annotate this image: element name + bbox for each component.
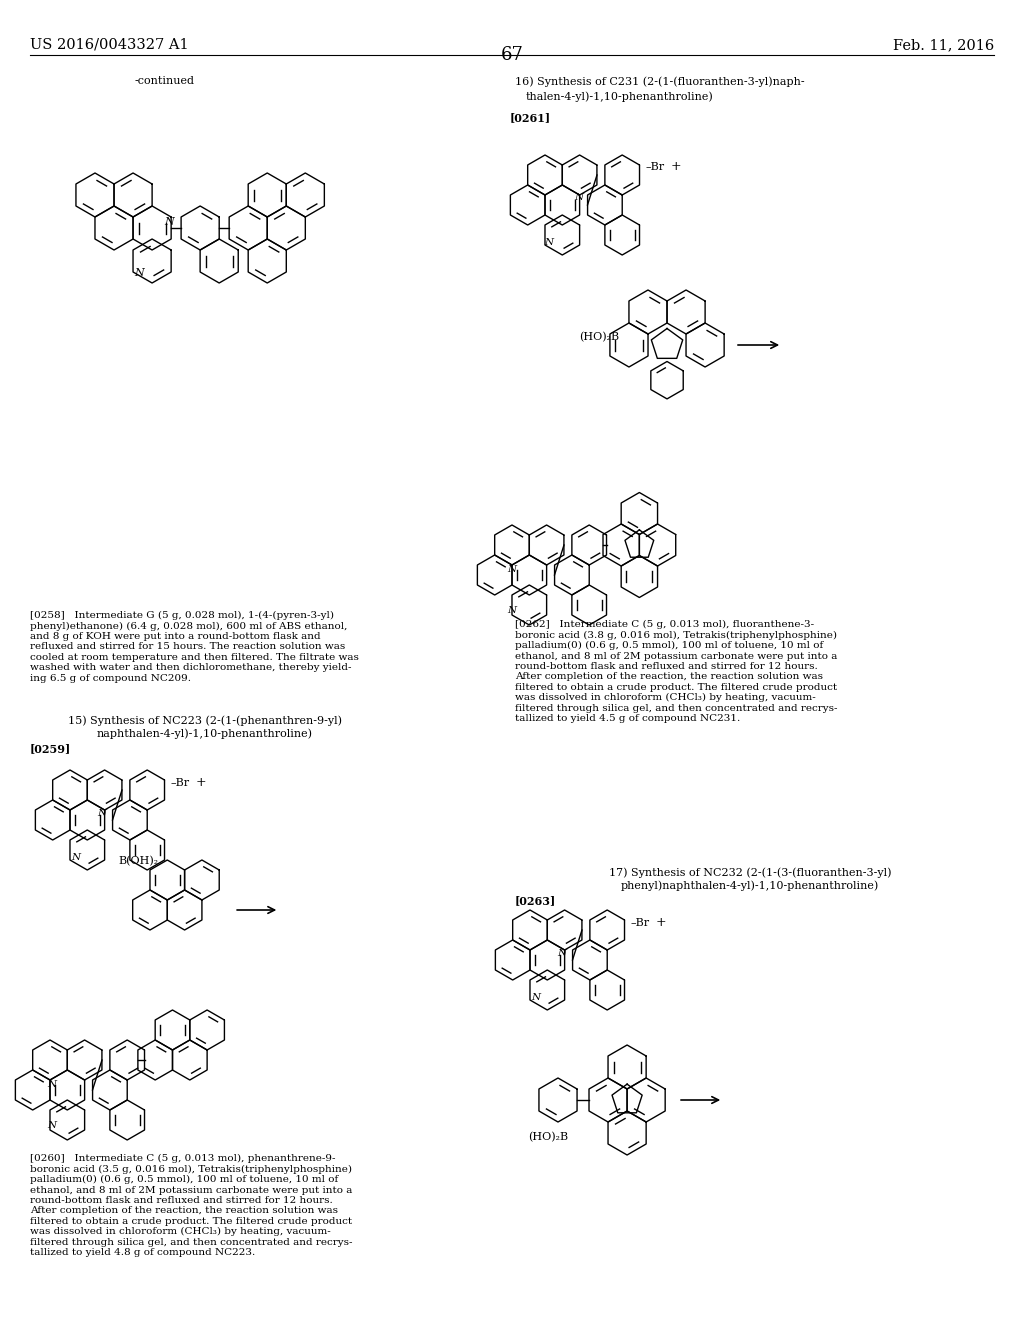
Text: thalen-4-yl)-1,10-phenanthroline): thalen-4-yl)-1,10-phenanthroline) — [526, 91, 714, 102]
Text: (HO)₂B: (HO)₂B — [528, 1131, 568, 1142]
Text: N: N — [72, 853, 81, 862]
Text: N: N — [507, 606, 516, 615]
Text: B(OH)₂: B(OH)₂ — [118, 855, 158, 866]
Text: –Br: –Br — [630, 917, 649, 928]
Text: -continued: -continued — [135, 77, 195, 86]
Text: +: + — [670, 160, 681, 173]
Text: N: N — [507, 565, 516, 574]
Text: [0258]   Intermediate G (5 g, 0.028 mol), 1-(4-(pyren-3-yl)
phenyl)ethanone) (6.: [0258] Intermediate G (5 g, 0.028 mol), … — [30, 611, 358, 682]
Text: +: + — [655, 916, 666, 929]
Text: 67: 67 — [501, 46, 523, 63]
Text: naphthalen-4-yl)-1,10-phenanthroline): naphthalen-4-yl)-1,10-phenanthroline) — [97, 729, 313, 739]
Text: N: N — [164, 216, 174, 227]
Text: N: N — [531, 993, 541, 1002]
Text: N: N — [574, 193, 584, 202]
Text: –Br: –Br — [170, 777, 189, 788]
Text: [0263]: [0263] — [515, 895, 556, 906]
Text: N: N — [97, 809, 106, 818]
Text: [0259]: [0259] — [30, 743, 72, 754]
Text: N: N — [47, 1080, 56, 1089]
Text: N: N — [545, 238, 553, 247]
Text: 15) Synthesis of NC223 (2-(1-(phenanthren-9-yl): 15) Synthesis of NC223 (2-(1-(phenanthre… — [68, 715, 342, 726]
Text: [0260]   Intermediate C (5 g, 0.013 mol), phenanthrene-9-
boronic acid (3.5 g, 0: [0260] Intermediate C (5 g, 0.013 mol), … — [30, 1154, 352, 1257]
Text: 17) Synthesis of NC232 (2-(1-(3-(fluoranthen-3-yl): 17) Synthesis of NC232 (2-(1-(3-(fluoran… — [608, 867, 891, 878]
Text: N: N — [557, 949, 566, 958]
Text: –Br: –Br — [645, 162, 665, 172]
Text: (HO)₂B: (HO)₂B — [579, 331, 620, 342]
Text: [0261]: [0261] — [510, 112, 551, 123]
Text: US 2016/0043327 A1: US 2016/0043327 A1 — [30, 38, 188, 51]
Text: N: N — [47, 1121, 56, 1130]
Text: [0262]   Intermediate C (5 g, 0.013 mol), fluoranthene-3-
boronic acid (3.8 g, 0: [0262] Intermediate C (5 g, 0.013 mol), … — [515, 620, 838, 723]
Text: +: + — [196, 776, 206, 789]
Text: phenyl)naphthalen-4-yl)-1,10-phenanthroline): phenyl)naphthalen-4-yl)-1,10-phenanthrol… — [621, 880, 880, 891]
Text: Feb. 11, 2016: Feb. 11, 2016 — [893, 38, 994, 51]
Text: N: N — [134, 268, 143, 279]
Text: 16) Synthesis of C231 (2-(1-(fluoranthen-3-yl)naph-: 16) Synthesis of C231 (2-(1-(fluoranthen… — [515, 77, 805, 87]
